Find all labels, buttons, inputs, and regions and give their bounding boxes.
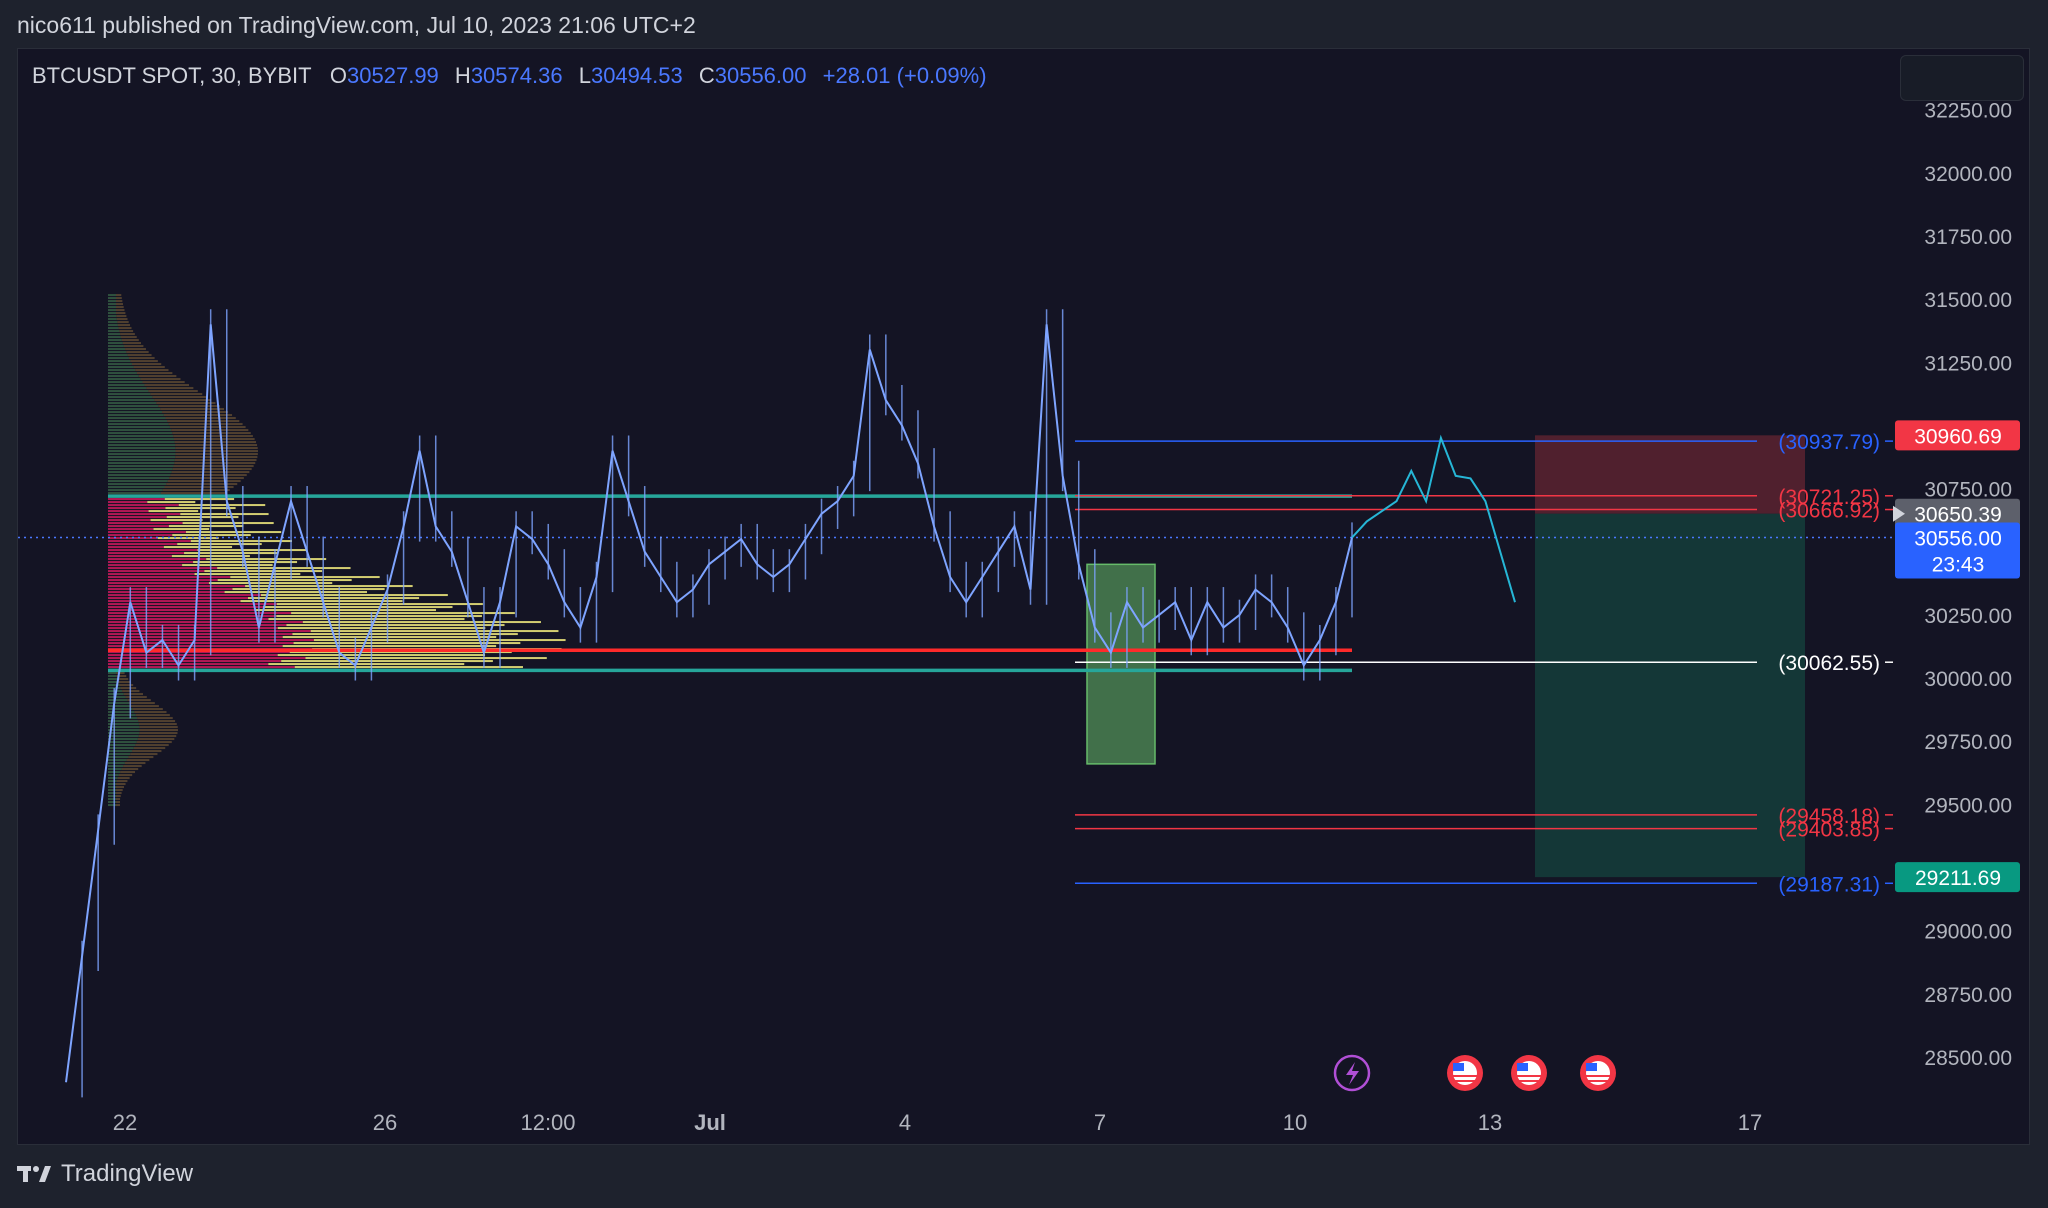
footer-brand-text: TradingView	[61, 1160, 194, 1187]
high-label: H	[454, 63, 471, 88]
low-label: L	[578, 63, 591, 88]
open-value: 30527.99	[347, 63, 439, 88]
chart-frame[interactable]	[17, 48, 2030, 1145]
footer-brand[interactable]: TradingView	[17, 1160, 193, 1188]
symbol-legend: BTCUSDT SPOT, 30, BYBIT O30527.99 H30574…	[32, 63, 987, 89]
close-value: 30556.00	[714, 63, 807, 88]
open-label: O	[329, 63, 348, 88]
symbol-name: BTCUSDT SPOT, 30, BYBIT	[32, 63, 312, 88]
publish-line: nico611 published on TradingView.com, Ju…	[17, 12, 696, 38]
indicator-box[interactable]	[1900, 55, 2024, 101]
change-value: +28.01 (+0.09%)	[822, 63, 987, 88]
tradingview-logo-icon	[17, 1166, 51, 1182]
close-label: C	[698, 63, 715, 88]
low-value: 30494.53	[590, 63, 683, 88]
high-value: 30574.36	[470, 63, 563, 88]
